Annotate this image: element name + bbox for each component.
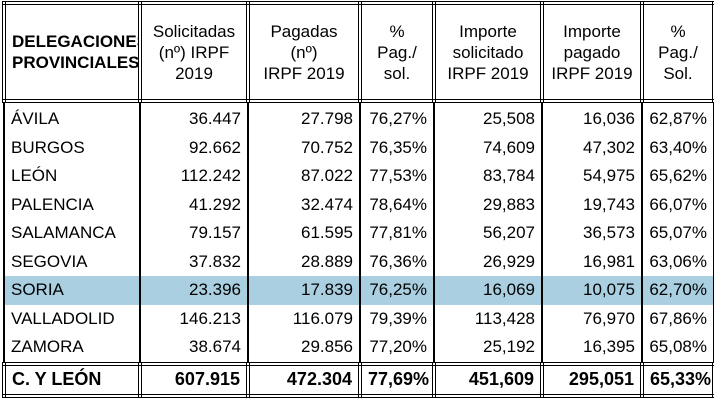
table-row: PALENCIA 41.292 32.474 78,64% 29,883 19,743 66… [3, 190, 714, 219]
header-cell: DELEGACIONES PROVINCIALES [2, 1, 142, 103]
value-cell: 87.022 [247, 162, 361, 191]
value-cell: 29.856 [247, 333, 361, 364]
total-cell: 295,051 [540, 361, 644, 398]
province-cell: SEGOVIA [3, 247, 141, 276]
value-cell: 36.447 [139, 101, 249, 134]
header-cell: Pagadas (nº) IRPF 2019 [246, 1, 362, 103]
table-footer: C. Y LEÓN 607.915 472.304 77,69% 451,609 295,… [2, 361, 714, 398]
province-cell: ÁVILA [3, 101, 141, 134]
value-cell: 41.292 [139, 190, 249, 219]
province-cell: BURGOS [3, 133, 141, 162]
table-row: SALAMANCA 79.157 61.595 77,81% 56,207 36,573 6… [3, 219, 714, 248]
total-cell: 451,609 [432, 361, 544, 398]
value-cell: 76,27% [359, 101, 435, 134]
header-cell: % Pag./ Sol. [640, 1, 714, 103]
total-row: C. Y LEÓN 607.915 472.304 77,69% 451,609 295,… [2, 361, 714, 398]
value-cell: 65,62% [641, 162, 714, 191]
header-cell: Importe solicitado IRPF 2019 [432, 1, 544, 103]
value-cell: 113,428 [433, 304, 543, 333]
province-cell: ZAMORA [3, 333, 141, 364]
value-cell: 79,39% [359, 304, 435, 333]
value-cell: 76,25% [359, 276, 435, 305]
table-row: ZAMORA 38.674 29.856 77,20% 25,192 16,395 65,0… [3, 333, 714, 364]
province-cell: SALAMANCA [3, 219, 141, 248]
value-cell: 74,609 [433, 133, 543, 162]
value-cell: 54,975 [541, 162, 643, 191]
value-cell: 76,36% [359, 247, 435, 276]
table-body: ÁVILA 36.447 27.798 76,27% 25,508 16,036 62,87… [3, 101, 714, 364]
value-cell: 28.889 [247, 247, 361, 276]
value-cell: 10,075 [541, 276, 643, 305]
value-cell: 62,70% [641, 276, 714, 305]
header-cell: Importe pagado IRPF 2019 [540, 1, 644, 103]
total-cell: 607.915 [138, 361, 250, 398]
table-row: VALLADOLID 146.213 116.079 79,39% 113,428 76,… [3, 304, 714, 333]
value-cell: 116.079 [247, 304, 361, 333]
value-cell: 37.832 [139, 247, 249, 276]
value-cell: 19,743 [541, 190, 643, 219]
value-cell: 70.752 [247, 133, 361, 162]
header-cell: Solicitadas (nº) IRPF 2019 [138, 1, 250, 103]
province-cell: LEÓN [3, 162, 141, 191]
total-cell: 472.304 [246, 361, 362, 398]
value-cell: 112.242 [139, 162, 249, 191]
value-cell: 16,981 [541, 247, 643, 276]
value-cell: 65,07% [641, 219, 714, 248]
value-cell: 63,40% [641, 133, 714, 162]
value-cell: 79.157 [139, 219, 249, 248]
table-row: LEÓN 112.242 87.022 77,53% 83,784 54,975 65,62… [3, 162, 714, 191]
value-cell: 63,06% [641, 247, 714, 276]
table-row: BURGOS 92.662 70.752 76,35% 74,609 47,302 63,4… [3, 133, 714, 162]
value-cell: 77,20% [359, 333, 435, 364]
value-cell: 36,573 [541, 219, 643, 248]
total-cell: 65,33% [640, 361, 714, 398]
value-cell: 16,036 [541, 101, 643, 134]
value-cell: 146.213 [139, 304, 249, 333]
header-row: DELEGACIONES PROVINCIALES Solicitadas (nº… [2, 1, 714, 103]
value-cell: 67,86% [641, 304, 714, 333]
value-cell: 56,207 [433, 219, 543, 248]
table-row: SORIA 23.396 17.839 76,25% 16,069 10,075 62,70… [3, 276, 714, 305]
province-cell: PALENCIA [3, 190, 141, 219]
value-cell: 16,069 [433, 276, 543, 305]
province-cell: SORIA [3, 276, 141, 305]
value-cell: 62,87% [641, 101, 714, 134]
value-cell: 77,53% [359, 162, 435, 191]
header-cell: % Pag./ sol. [358, 1, 436, 103]
value-cell: 77,81% [359, 219, 435, 248]
value-cell: 23.396 [139, 276, 249, 305]
value-cell: 17.839 [247, 276, 361, 305]
value-cell: 16,395 [541, 333, 643, 364]
value-cell: 92.662 [139, 133, 249, 162]
value-cell: 29,883 [433, 190, 543, 219]
value-cell: 38.674 [139, 333, 249, 364]
value-cell: 25,192 [433, 333, 543, 364]
province-cell: VALLADOLID [3, 304, 141, 333]
total-cell: C. Y LEÓN [2, 361, 142, 398]
value-cell: 65,08% [641, 333, 714, 364]
table-row: ÁVILA 36.447 27.798 76,27% 25,508 16,036 62,87… [3, 101, 714, 134]
table-header: DELEGACIONES PROVINCIALES Solicitadas (nº… [2, 1, 714, 103]
value-cell: 76,970 [541, 304, 643, 333]
value-cell: 26,929 [433, 247, 543, 276]
value-cell: 27.798 [247, 101, 361, 134]
table-row: SEGOVIA 37.832 28.889 76,36% 26,929 16,981 63,… [3, 247, 714, 276]
value-cell: 66,07% [641, 190, 714, 219]
value-cell: 25,508 [433, 101, 543, 134]
value-cell: 78,64% [359, 190, 435, 219]
value-cell: 61.595 [247, 219, 361, 248]
value-cell: 76,35% [359, 133, 435, 162]
value-cell: 32.474 [247, 190, 361, 219]
value-cell: 47,302 [541, 133, 643, 162]
total-cell: 77,69% [358, 361, 436, 398]
value-cell: 83,784 [433, 162, 543, 191]
